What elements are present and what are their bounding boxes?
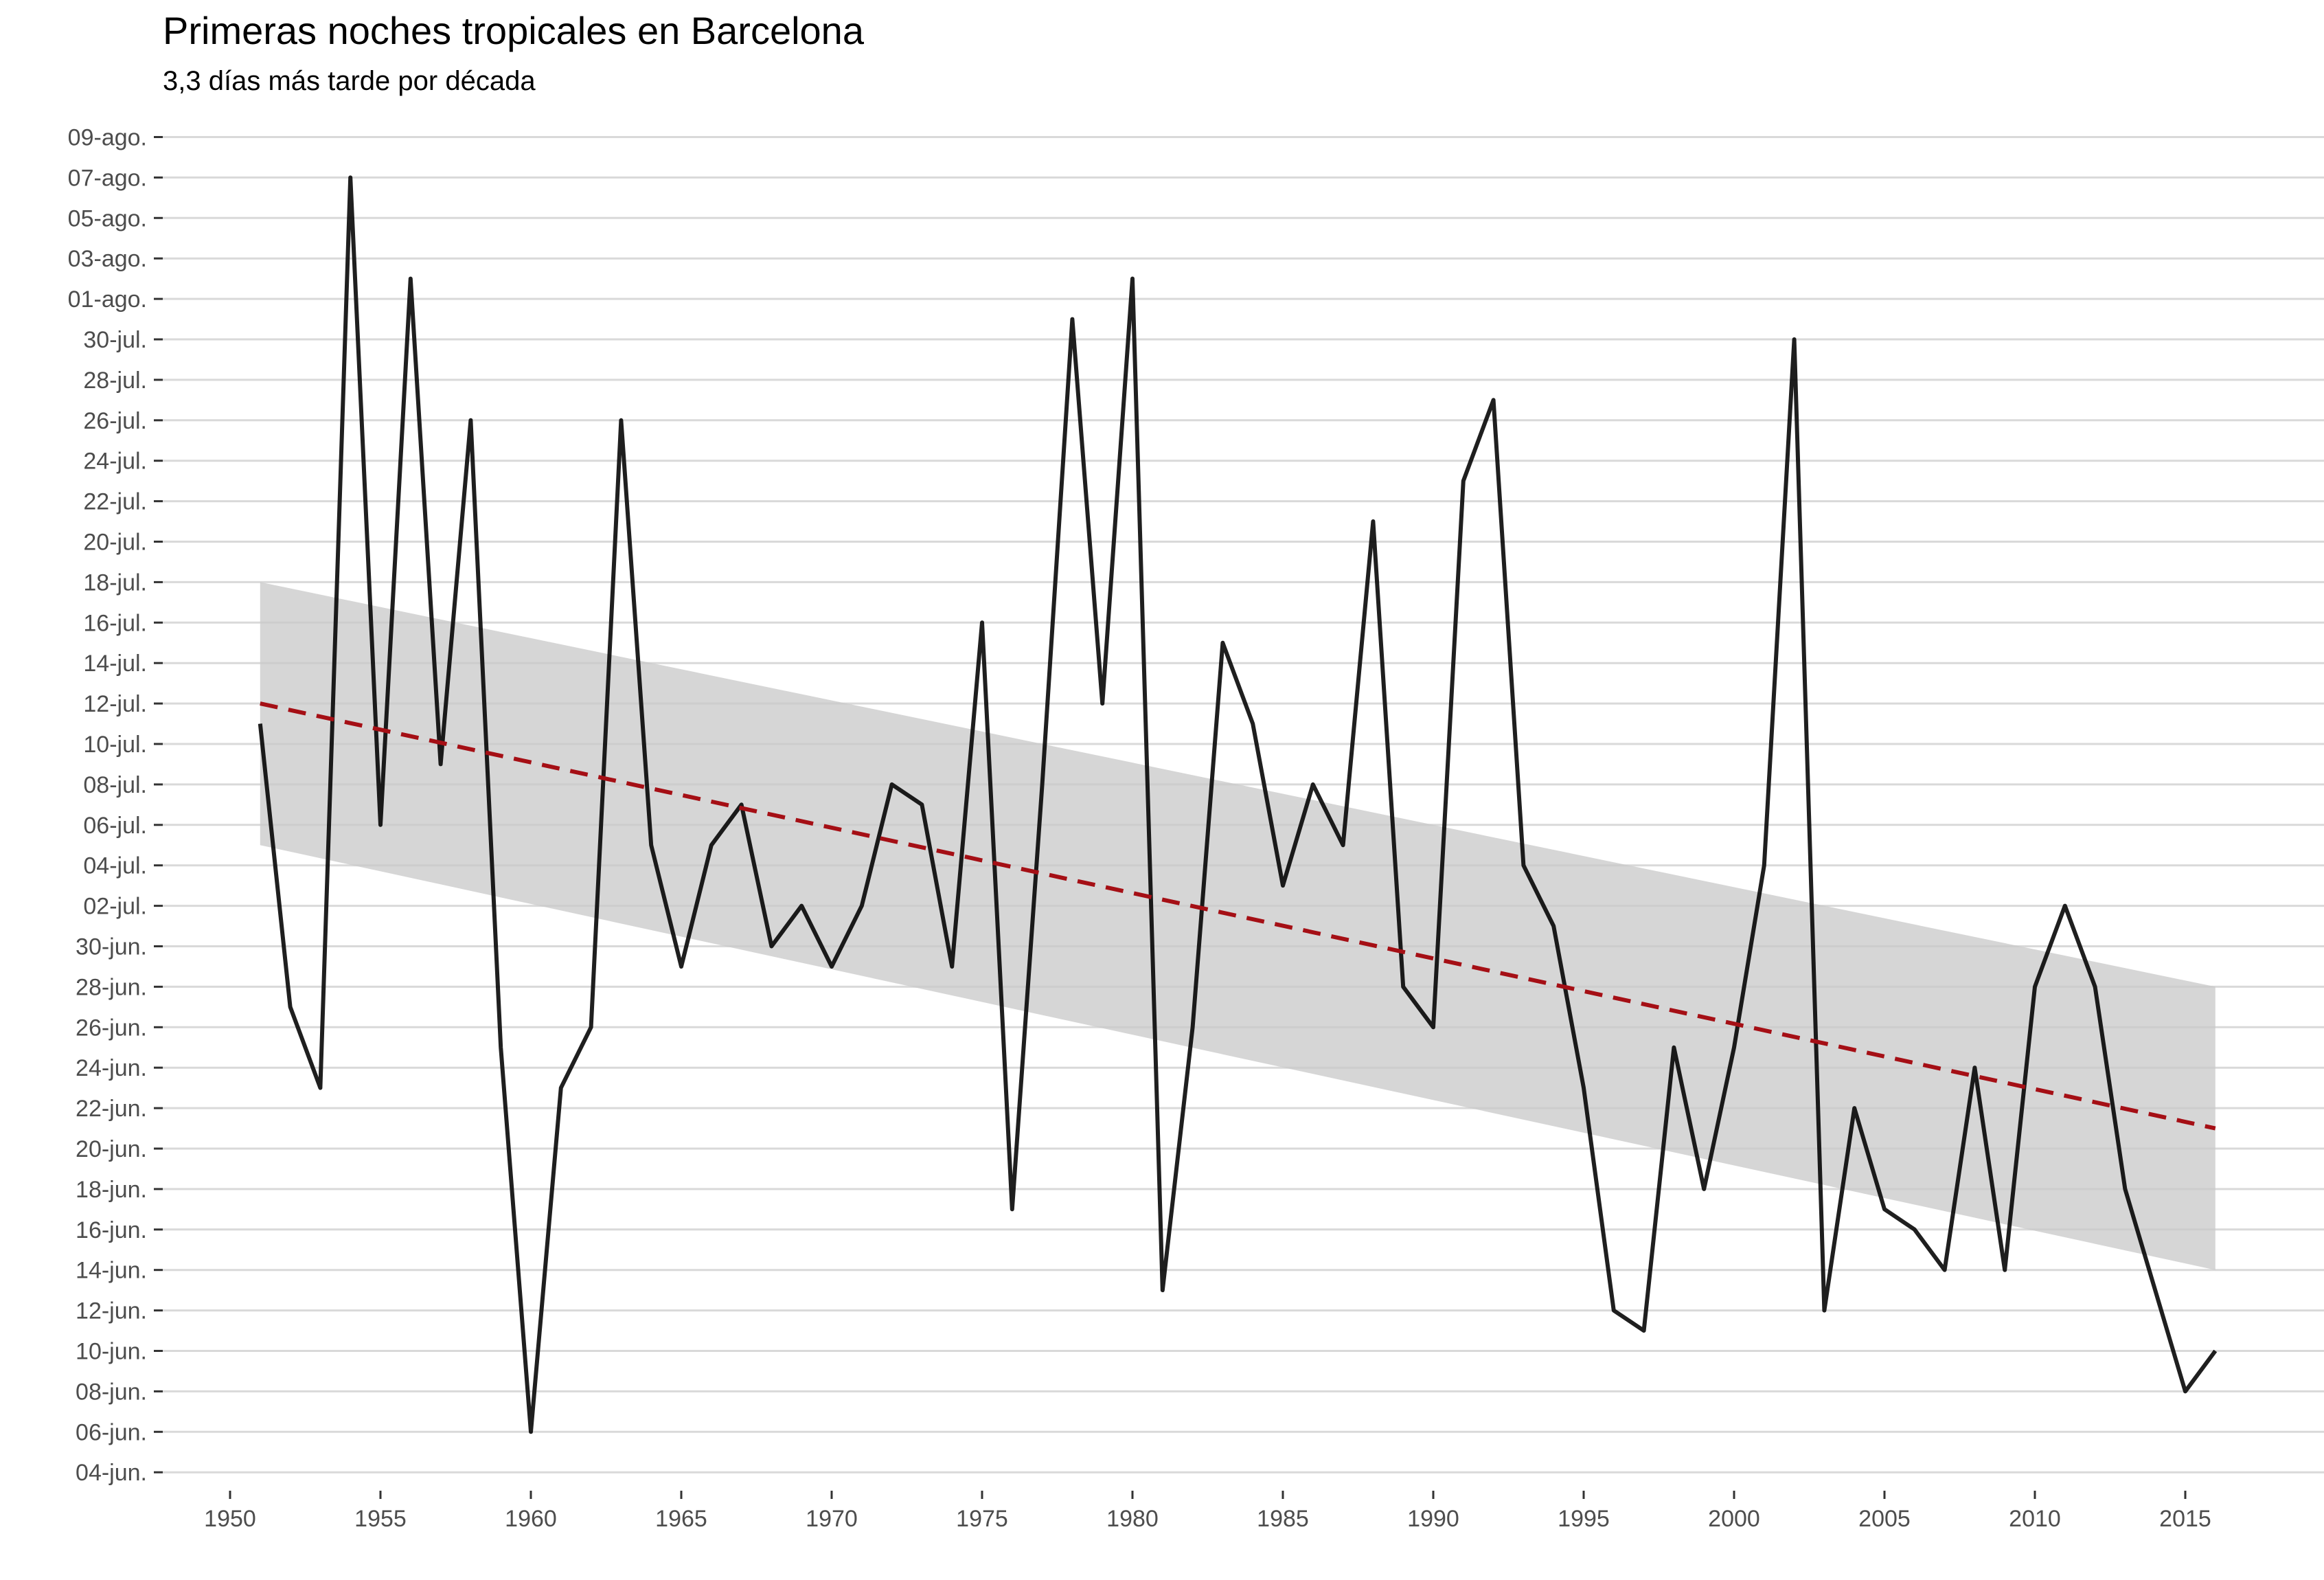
y-tick-label: 02-jul. — [83, 894, 147, 920]
series-line — [258, 175, 2218, 1434]
x-tick-label: 1955 — [354, 1506, 407, 1532]
x-tick-label: 1950 — [204, 1506, 256, 1532]
y-tick-label: 20-jul. — [83, 530, 147, 556]
x-tick-label: 1960 — [505, 1506, 557, 1532]
y-tick-label: 12-jul. — [83, 691, 147, 717]
x-tick-label: 2005 — [1858, 1506, 1911, 1532]
y-tick-label: 26-jul. — [83, 408, 147, 434]
y-tick-label: 05-ago. — [68, 205, 147, 232]
y-tick-label: 14-jun. — [76, 1258, 147, 1284]
y-tick-label: 07-ago. — [68, 165, 147, 191]
y-tick-label: 03-ago. — [68, 246, 147, 272]
x-tick-label: 1980 — [1106, 1506, 1159, 1532]
y-tick-label: 14-jul. — [83, 651, 147, 677]
y-tick-label: 10-jun. — [76, 1339, 147, 1365]
x-tick-label: 2015 — [2159, 1506, 2211, 1532]
y-tick-label: 16-jul. — [83, 610, 147, 636]
x-axis: 1950 1955 1960 1965 1970 1975 1980 1985 1990 1995… — [204, 1491, 2211, 1532]
y-tick-label: 30-jul. — [83, 327, 147, 353]
y-tick-label: 01-ago. — [68, 286, 147, 313]
x-tick-label: 1965 — [655, 1506, 707, 1532]
x-tick-label: 1970 — [806, 1506, 858, 1532]
confidence-band — [260, 582, 2215, 1270]
y-tick-label: 18-jul. — [83, 569, 147, 596]
x-tick-label: 2000 — [1708, 1506, 1760, 1532]
x-tick-label: 1995 — [1558, 1506, 1610, 1532]
y-tick-label: 18-jun. — [76, 1177, 147, 1203]
y-tick-label: 28-jul. — [83, 368, 147, 394]
y-tick-label: 08-jun. — [76, 1379, 147, 1405]
y-axis: 04-jun. 06-jun. 08-jun. 10-jun. 12-jun. 14-ju… — [68, 125, 163, 1486]
chart-title: Primeras noches tropicales en Barcelona — [163, 9, 864, 52]
y-tick-label: 28-jun. — [76, 974, 147, 1000]
y-tick-label: 24-jul. — [83, 449, 147, 475]
y-tick-label: 08-jul. — [83, 772, 147, 798]
y-tick-label: 12-jun. — [76, 1298, 147, 1324]
y-tick-label: 26-jun. — [76, 1015, 147, 1041]
chart-subtitle: 3,3 días más tarde por década — [163, 66, 536, 96]
y-tick-label: 16-jun. — [76, 1217, 147, 1243]
y-tick-label: 22-jun. — [76, 1096, 147, 1122]
series-line-layer — [258, 175, 2218, 1434]
y-tick-label: 22-jul. — [83, 489, 147, 515]
y-tick-label: 09-ago. — [68, 125, 147, 151]
trend-line — [260, 701, 2216, 1131]
x-tick-label: 1975 — [956, 1506, 1008, 1532]
x-tick-label: 1985 — [1257, 1506, 1309, 1532]
y-tick-label: 10-jul. — [83, 732, 147, 758]
y-tick-label: 04-jul. — [83, 853, 147, 879]
x-tick-label: 1990 — [1407, 1506, 1459, 1532]
y-tick-label: 24-jun. — [76, 1055, 147, 1081]
trend-line-layer — [260, 701, 2216, 1131]
x-tick-label: 2010 — [2009, 1506, 2061, 1532]
confidence-band-layer — [260, 582, 2215, 1270]
y-tick-label: 20-jun. — [76, 1136, 147, 1162]
y-tick-label: 06-jun. — [76, 1419, 147, 1445]
y-tick-label: 06-jul. — [83, 813, 147, 839]
y-tick-label: 04-jun. — [76, 1460, 147, 1486]
y-tick-label: 30-jun. — [76, 934, 147, 960]
